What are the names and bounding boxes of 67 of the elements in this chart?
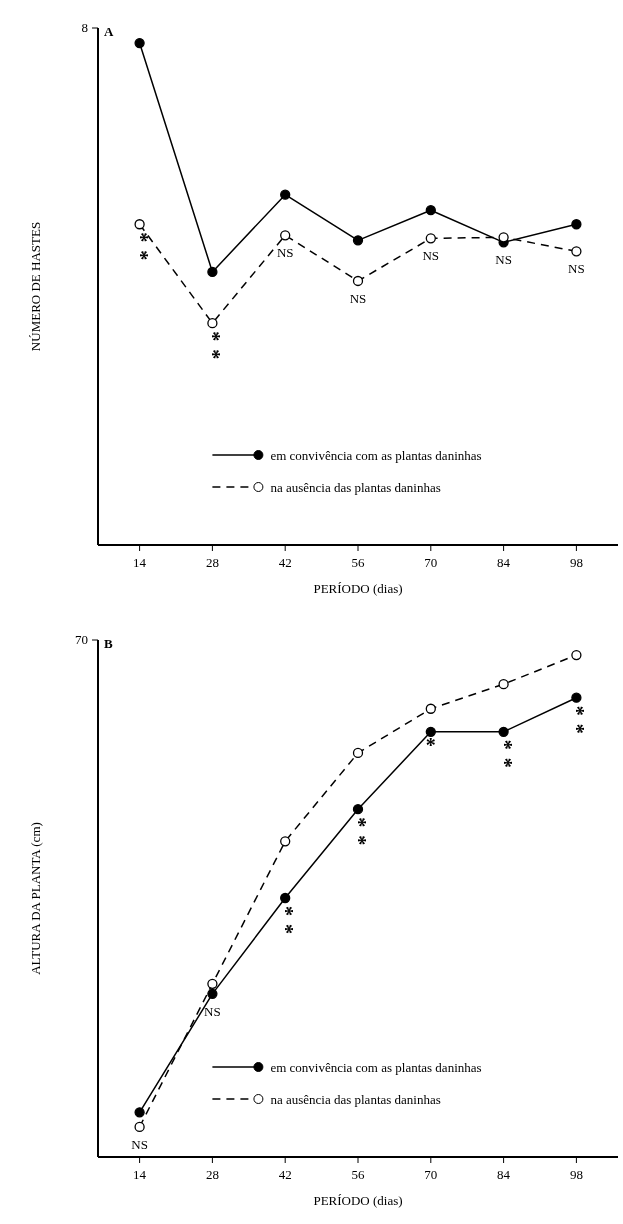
- annotation: NS: [495, 252, 512, 268]
- x-tick-label: 14: [133, 555, 147, 570]
- chart-title: A: [104, 24, 114, 39]
- annotation: **: [348, 817, 370, 854]
- point: [425, 233, 436, 244]
- point: [207, 978, 218, 989]
- annotation: **: [493, 739, 516, 776]
- legend-label: em convivência com as plantas daninhas: [270, 1060, 482, 1075]
- point: [352, 804, 364, 815]
- point: [134, 1121, 145, 1133]
- point: [571, 246, 582, 257]
- x-tick-label: 42: [278, 1167, 292, 1182]
- x-axis-title: PERÍODO (dias): [313, 581, 403, 596]
- y-axis-title: ALTURA DA PLANTA (cm): [28, 822, 43, 975]
- point: [280, 189, 291, 200]
- x-tick-label: 14: [133, 1167, 147, 1182]
- x-tick-label: 28: [205, 1167, 219, 1182]
- annotation: **: [275, 906, 298, 942]
- point: [571, 692, 582, 703]
- text: 70: [75, 632, 88, 647]
- point: [425, 205, 436, 216]
- x-tick-label: 84: [497, 555, 511, 570]
- annotation: NS: [568, 261, 585, 277]
- x-tick-label: 28: [205, 555, 219, 570]
- annotation: **: [129, 232, 152, 269]
- point: [498, 679, 509, 690]
- annotation: NS: [422, 248, 440, 264]
- chart-title: B: [104, 636, 113, 651]
- point: [134, 219, 145, 230]
- x-tick-label: 56: [351, 555, 365, 570]
- point: [571, 649, 582, 661]
- x-tick-label: 70: [424, 1167, 438, 1182]
- point: [498, 726, 509, 738]
- annotation: NS: [131, 1136, 148, 1152]
- point: [352, 275, 364, 287]
- point: [207, 317, 218, 329]
- point: [280, 892, 291, 904]
- legend-label: na ausência das plantas daninhas: [270, 1092, 441, 1107]
- point: [352, 235, 364, 246]
- x-tick-label: 42: [278, 555, 292, 570]
- annotation: **: [202, 331, 225, 368]
- point: [352, 747, 364, 759]
- text: 8: [81, 20, 88, 35]
- legend-label: em convivência com as plantas daninhas: [270, 448, 482, 463]
- annotation: NS: [349, 290, 367, 306]
- point: [134, 1107, 145, 1118]
- annotation: **: [566, 705, 589, 742]
- x-tick-label: 98: [569, 1167, 583, 1182]
- legend-label: na ausência das plantas daninhas: [270, 480, 441, 495]
- point: [425, 726, 436, 738]
- x-tick-label: 98: [569, 555, 583, 570]
- annotation: *: [425, 733, 436, 756]
- point: [207, 988, 218, 1000]
- x-axis-title: PERÍODO (dias): [313, 1193, 403, 1208]
- point: [207, 266, 218, 278]
- point: [571, 219, 582, 230]
- point: [280, 230, 291, 241]
- point: [498, 232, 509, 243]
- annotation: NS: [276, 245, 294, 261]
- point: [134, 37, 145, 49]
- point: [425, 703, 436, 714]
- x-tick-label: 70: [424, 555, 438, 570]
- annotation: NS: [204, 1003, 221, 1019]
- point: [280, 836, 291, 847]
- y-axis-title: NÚMERO DE HASTES: [28, 221, 43, 352]
- x-tick-label: 56: [351, 1167, 365, 1182]
- x-tick-label: 84: [497, 1167, 511, 1182]
